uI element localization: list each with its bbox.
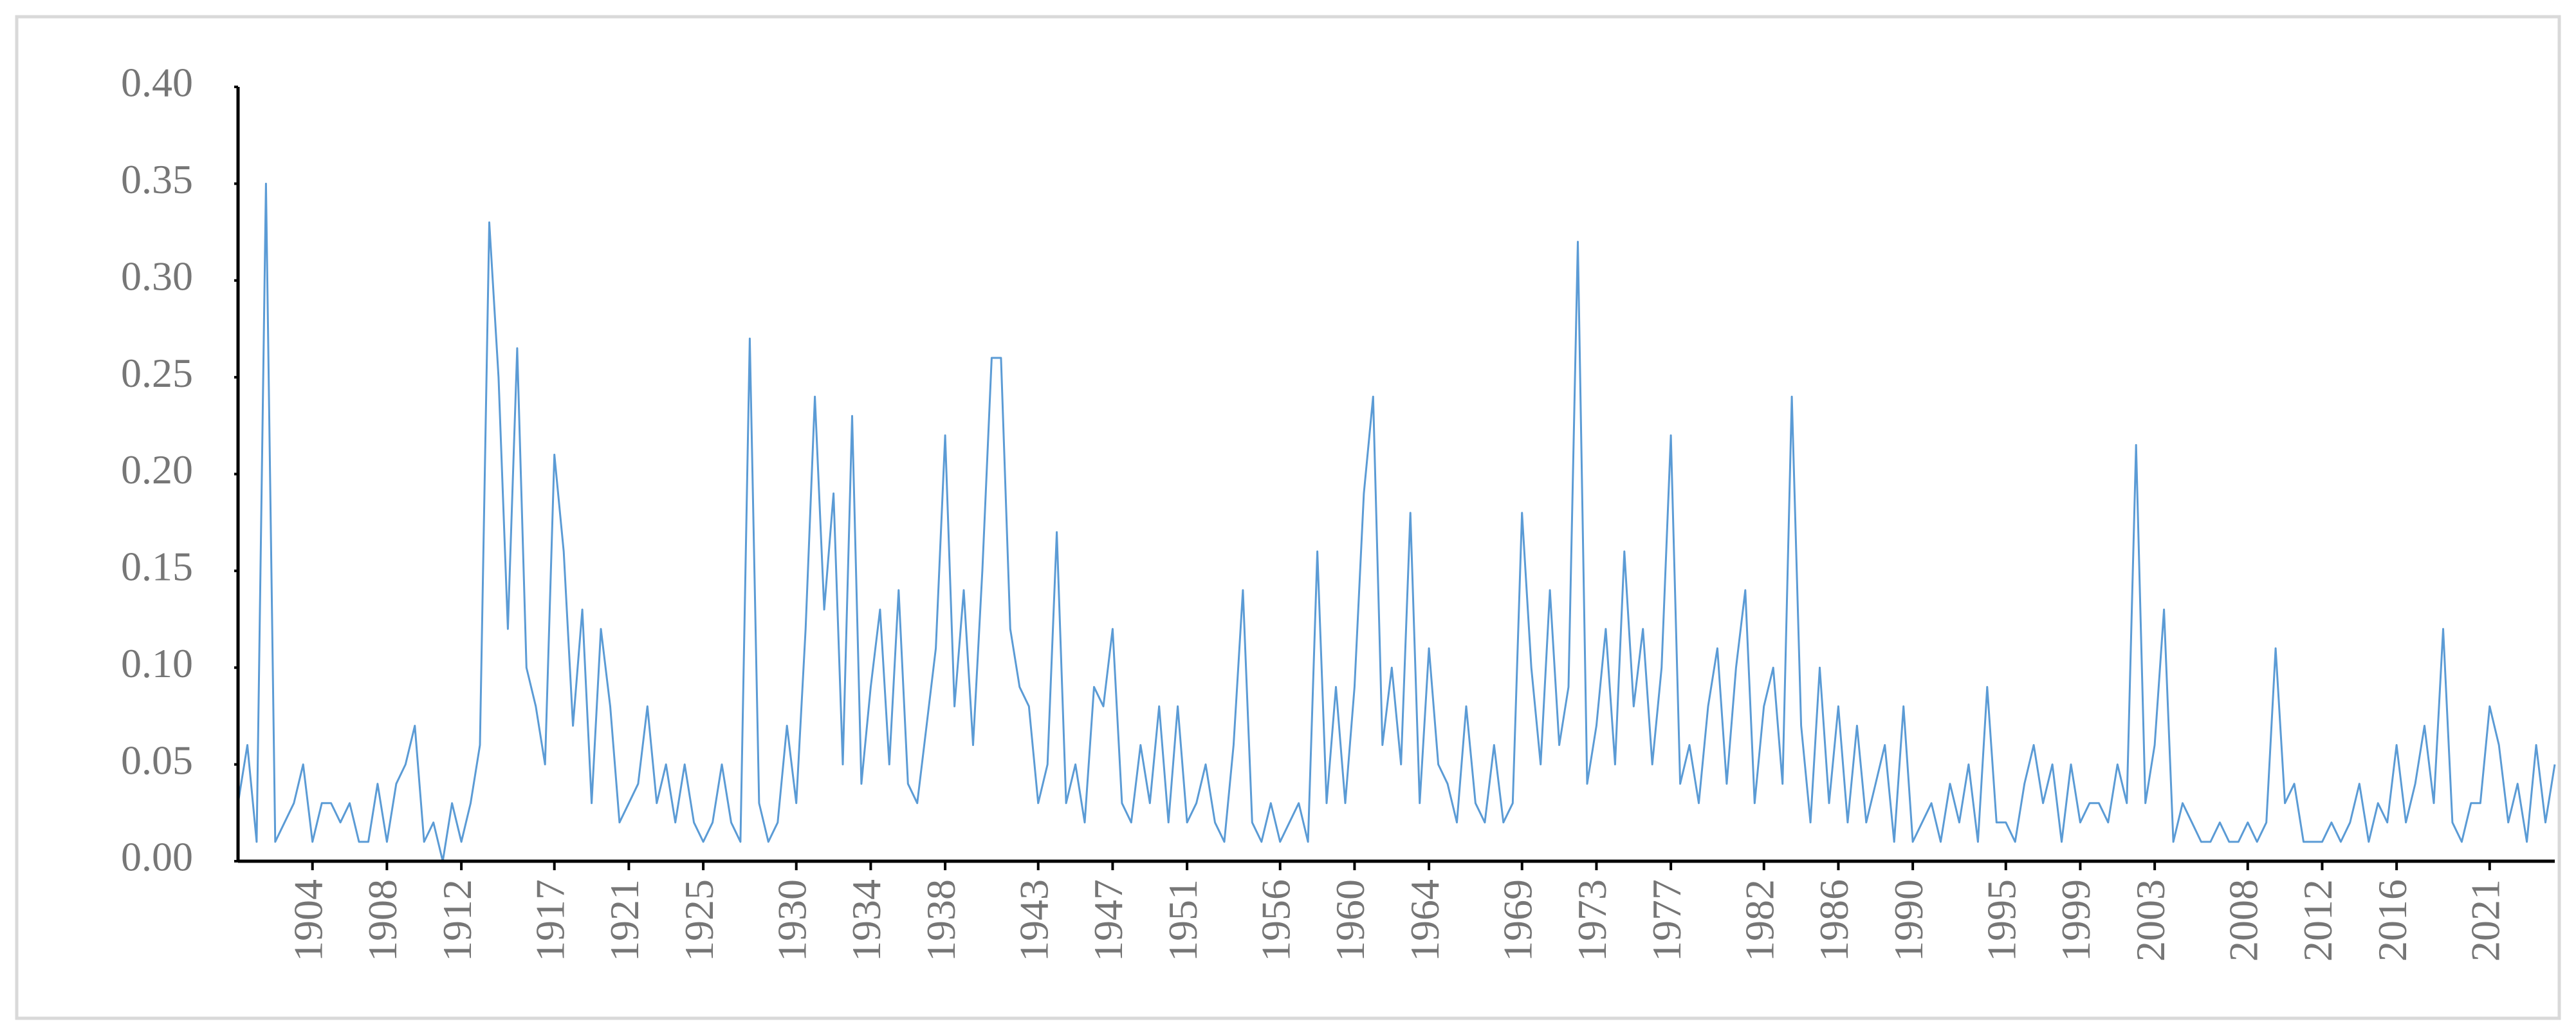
y-tick-label: 0.30	[121, 253, 193, 299]
x-tick-label: 1943	[1011, 879, 1056, 962]
x-tick-label: 1921	[602, 879, 647, 962]
x-tick-label: 1982	[1736, 879, 1782, 962]
chart-border	[15, 15, 2561, 1020]
x-tick-label: 1956	[1253, 879, 1298, 962]
y-tick-label: 0.00	[121, 834, 193, 880]
x-tick-label: 1999	[2053, 879, 2099, 962]
y-tick-label: 0.40	[121, 60, 193, 106]
x-tick-label: 1930	[769, 879, 814, 962]
x-tick-label: 2016	[2369, 879, 2415, 962]
x-tick-label: 1947	[1085, 879, 1131, 962]
x-tick-label: 1995	[1978, 879, 2024, 962]
x-tick-label: 1934	[843, 879, 889, 962]
x-tick-label: 1908	[360, 879, 405, 962]
x-tick-label: 1938	[918, 879, 964, 962]
x-tick-label: 1990	[1886, 879, 1931, 962]
x-tick-label: 1904	[285, 879, 331, 962]
x-tick-label: 1912	[434, 879, 480, 962]
x-tick-label: 1969	[1495, 879, 1540, 962]
y-tick-label: 0.05	[121, 737, 193, 783]
data-line	[237, 182, 2556, 862]
x-tick-label: 2003	[2128, 879, 2173, 962]
y-tick-label: 0.35	[121, 156, 193, 202]
x-tick-label: 1960	[1327, 879, 1373, 962]
x-tick-label: 1917	[527, 879, 573, 962]
x-tick-label: 2021	[2462, 879, 2508, 962]
x-tick-label: 1977	[1644, 879, 1689, 962]
x-tick-label: 2008	[2220, 879, 2266, 962]
y-tick-label: 0.15	[121, 544, 193, 590]
y-tick-label: 0.20	[121, 447, 193, 492]
y-tick-label: 0.10	[121, 640, 193, 686]
x-tick-label: 1964	[1402, 879, 1448, 962]
y-tick-label: 0.25	[121, 350, 193, 396]
x-tick-label: 1973	[1569, 879, 1615, 962]
x-tick-label: 1951	[1160, 879, 1206, 962]
x-tick-label: 2012	[2295, 879, 2341, 962]
x-tick-label: 1925	[676, 879, 722, 962]
x-tick-label: 1986	[1811, 879, 1857, 962]
